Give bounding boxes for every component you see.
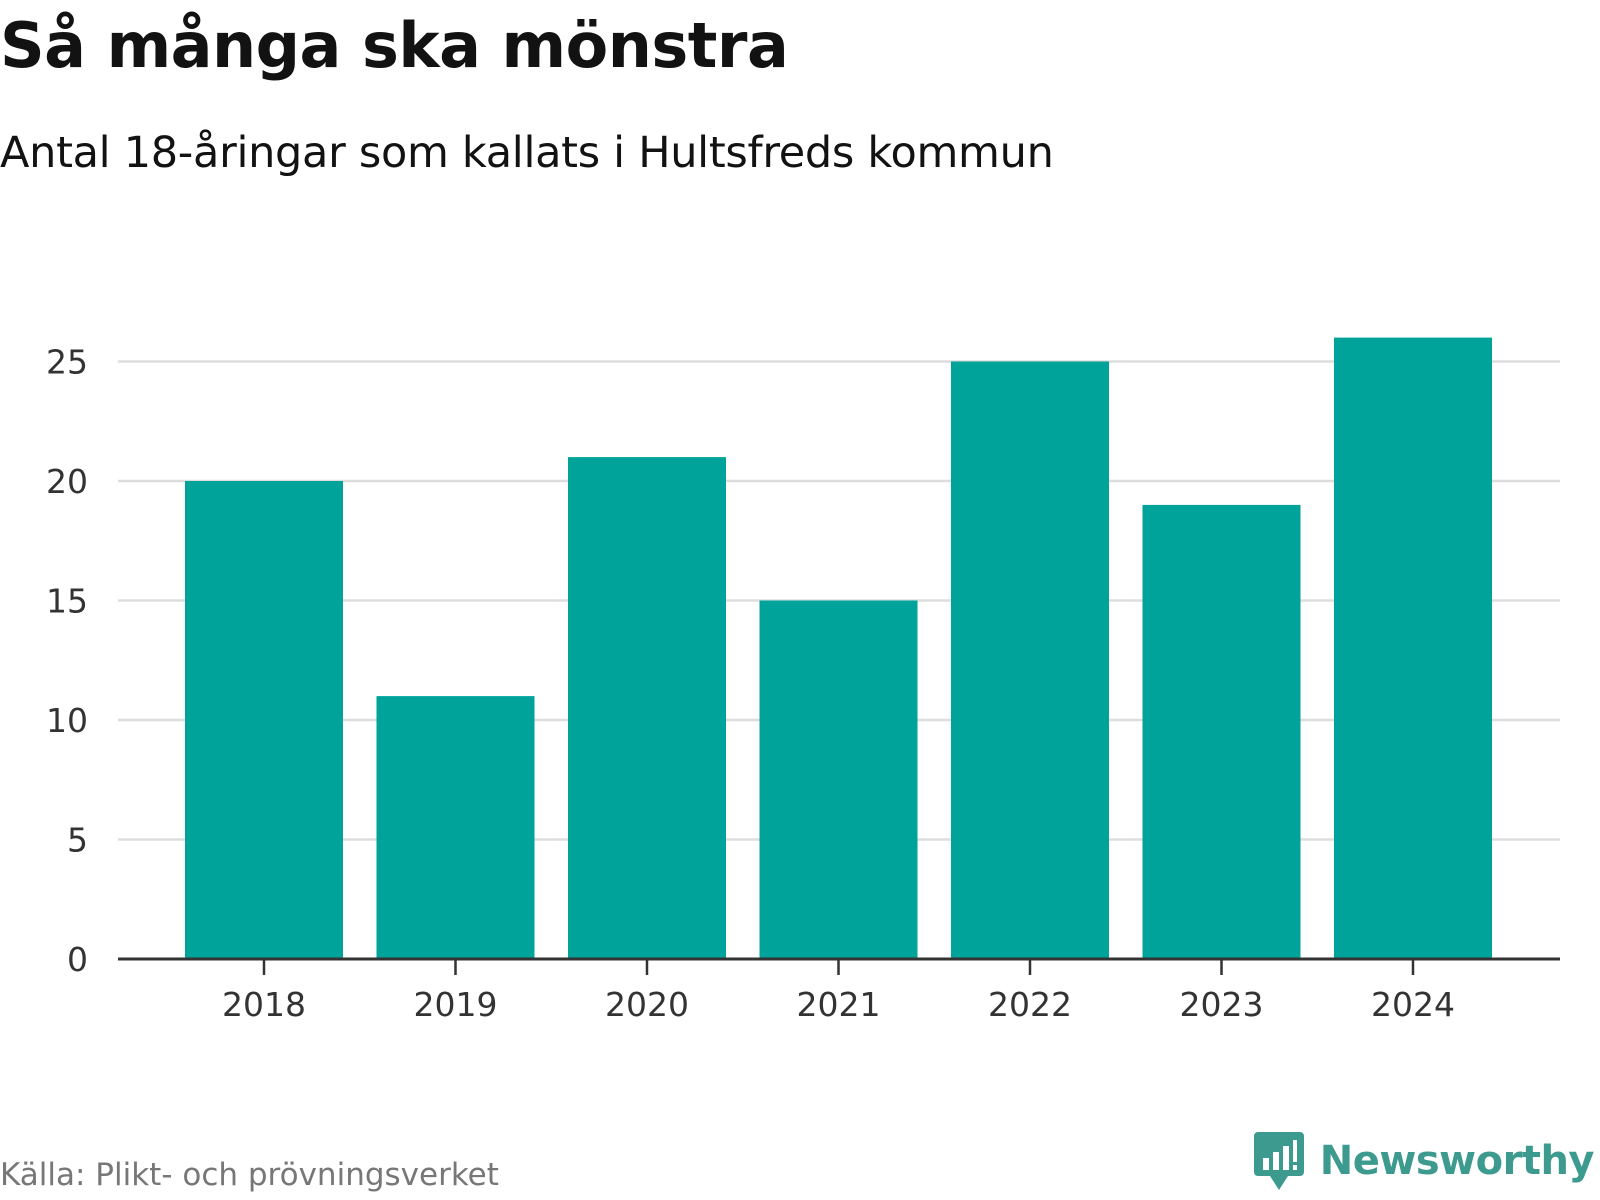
y-tick-label: 5 [67,821,88,860]
chart-title: Så många ska mönstra [0,9,789,82]
bar-2022 [951,361,1109,959]
y-tick-label: 25 [46,343,88,382]
x-tick-label: 2019 [414,985,498,1024]
y-tick-label: 15 [46,582,88,621]
x-axis-tick-labels: 2018 2019 2020 2021 2022 2023 2024 [222,985,1455,1024]
bar-2018 [185,481,343,959]
brand-name: Newsworthy [1319,1138,1595,1184]
x-tick-label: 2022 [988,985,1072,1024]
bar-2019 [376,696,535,959]
bars [185,337,1492,960]
chart-subtitle: Antal 18-åringar som kallats i Hultsfred… [0,128,1054,178]
brand-logo: Newsworthy [1253,1126,1595,1196]
y-tick-label: 20 [46,462,88,501]
y-tick-label: 0 [67,940,88,979]
bar-2020 [568,457,726,959]
y-tick-label: 10 [46,701,88,740]
bar-2021 [759,600,918,959]
x-tick-label: 2020 [605,985,689,1024]
source-note: Källa: Plikt- och prövningsverket [0,1157,499,1193]
bar-2023 [1142,504,1301,959]
x-tick-label: 2018 [222,985,306,1024]
y-axis-tick-labels: 0 5 10 15 20 25 [46,343,88,980]
x-tick-label: 2023 [1180,985,1264,1024]
x-tick-label: 2024 [1371,985,1455,1024]
bar-2024 [1334,337,1492,960]
x-axis [118,957,1560,975]
x-tick-label: 2021 [797,985,881,1024]
bar-chart-speech-bubble-icon [1253,1132,1304,1190]
